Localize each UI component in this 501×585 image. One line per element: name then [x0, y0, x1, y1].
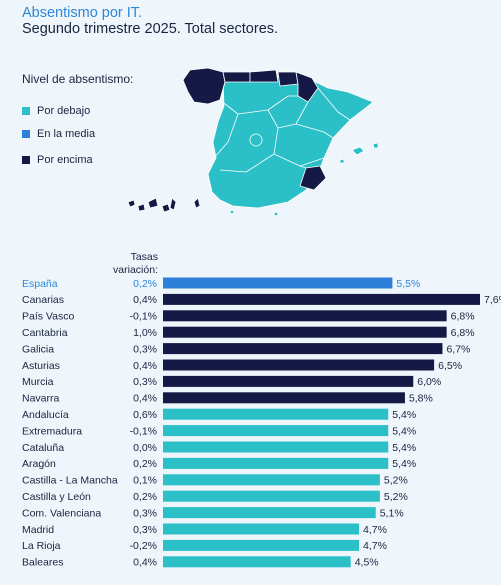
bar-pais-vasco	[163, 310, 447, 322]
variation-label-asturias: 0,4%	[133, 360, 157, 372]
legend-item-below: Por debajo	[22, 104, 90, 118]
value-label-murcia: 6,0%	[417, 376, 441, 388]
variation-label-castilla-la-mancha: 0,1%	[133, 475, 157, 487]
category-label-castilla-la-mancha: Castilla - La Mancha	[22, 475, 118, 487]
legend-swatch-below	[22, 107, 30, 115]
map-baleares	[351, 146, 365, 156]
value-label-aragon: 5,4%	[392, 458, 416, 470]
map-murcia	[299, 165, 327, 191]
value-label-cantabria: 6,8%	[451, 327, 475, 339]
value-label-la-rioja: 4,7%	[363, 540, 387, 552]
variation-label-espana: 0,2%	[133, 278, 157, 290]
map-mainland	[207, 75, 374, 209]
value-label-castilla-y-leon: 5,2%	[384, 491, 408, 503]
variation-label-extremadura: -0,1%	[130, 425, 157, 437]
legend-swatch-above	[22, 156, 30, 164]
value-label-galicia: 6,7%	[446, 343, 470, 355]
value-label-cataluna: 5,4%	[392, 442, 416, 454]
variation-header-line2: variación:	[113, 264, 158, 276]
value-label-pais-vasco: 6,8%	[451, 311, 475, 323]
value-label-castilla-la-mancha: 5,2%	[384, 475, 408, 487]
category-label-la-rioja: La Rioja	[22, 540, 61, 552]
bar-canarias	[163, 293, 480, 305]
variation-label-pais-vasco: -0,1%	[130, 311, 157, 323]
category-label-cataluna: Cataluña	[22, 442, 64, 454]
value-label-baleares: 4,5%	[355, 557, 379, 569]
bar-andalucia	[163, 408, 389, 420]
category-label-galicia: Galicia	[22, 343, 54, 355]
category-label-navarra: Navarra	[22, 393, 60, 405]
category-label-espana: España	[22, 278, 58, 290]
legend-item-above: Por encima	[22, 153, 93, 167]
variation-label-com-valenciana: 0,3%	[133, 507, 157, 519]
category-label-andalucia: Andalucía	[22, 409, 69, 421]
category-label-baleares: Baleares	[22, 557, 63, 569]
variation-label-madrid: 0,3%	[133, 524, 157, 536]
variation-header-line1: Tasas	[130, 251, 158, 263]
category-label-extremadura: Extremadura	[22, 425, 82, 437]
category-label-com-valenciana: Com. Valenciana	[22, 507, 101, 519]
category-label-murcia: Murcia	[22, 376, 54, 388]
value-label-espana: 5,5%	[396, 278, 420, 290]
chart-subtitle: Segundo trimestre 2025. Total sectores.	[22, 21, 279, 37]
value-label-asturias: 6,5%	[438, 360, 462, 372]
bar-murcia	[163, 375, 414, 387]
variation-label-canarias: 0,4%	[133, 294, 157, 306]
variation-label-murcia: 0,3%	[133, 376, 157, 388]
variation-label-baleares: 0,4%	[133, 557, 157, 569]
legend-swatch-average	[22, 130, 30, 138]
bar-madrid	[163, 523, 360, 535]
variation-label-andalucia: 0,6%	[133, 409, 157, 421]
map-cantabria	[249, 69, 279, 83]
category-label-madrid: Madrid	[22, 524, 54, 536]
bar-cantabria	[163, 326, 447, 338]
category-label-pais-vasco: País Vasco	[22, 311, 74, 323]
bar-castilla-la-mancha	[163, 474, 380, 486]
bar-asturias	[163, 359, 435, 371]
value-label-com-valenciana: 5,1%	[380, 507, 404, 519]
value-label-extremadura: 5,4%	[392, 425, 416, 437]
value-label-canarias: 7,6%	[484, 294, 501, 306]
variation-label-la-rioja: -0,2%	[130, 540, 157, 552]
legend-label-average: En la media	[37, 128, 96, 140]
bar-la-rioja	[163, 539, 360, 551]
bar-navarra	[163, 392, 405, 404]
variation-label-navarra: 0,4%	[133, 393, 157, 405]
legend-label-below: Por debajo	[37, 105, 91, 117]
category-label-asturias: Asturias	[22, 360, 60, 372]
category-label-aragon: Aragón	[22, 458, 56, 470]
map-canarias	[128, 197, 201, 213]
chart-title: Absentismo por IT.	[22, 5, 143, 21]
value-label-madrid: 4,7%	[363, 524, 387, 536]
category-label-canarias: Canarias	[22, 294, 64, 306]
value-label-navarra: 5,8%	[409, 393, 433, 405]
spain-map	[128, 67, 378, 217]
bar-galicia	[163, 343, 443, 355]
bar-aragon	[163, 457, 389, 469]
legend-title: Nivel de absentismo:	[22, 72, 134, 86]
bar-espana	[163, 277, 393, 289]
legend-label-above: Por encima	[37, 154, 93, 166]
value-label-andalucia: 5,4%	[392, 409, 416, 421]
variation-label-castilla-y-leon: 0,2%	[133, 491, 157, 503]
category-label-cantabria: Cantabria	[22, 327, 68, 339]
variation-label-cataluna: 0,0%	[133, 442, 157, 454]
variation-label-cantabria: 1,0%	[133, 327, 157, 339]
variation-header: Tasas variación:	[94, 251, 158, 277]
category-label-castilla-y-leon: Castilla y León	[22, 491, 91, 503]
bar-cataluna	[163, 441, 389, 453]
bar-com-valenciana	[163, 507, 376, 519]
variation-label-aragon: 0,2%	[133, 458, 157, 470]
bar-baleares	[163, 556, 351, 568]
legend-item-average: En la media	[22, 127, 95, 141]
bar-extremadura	[163, 425, 389, 437]
bar-castilla-y-leon	[163, 490, 380, 502]
variation-label-galicia: 0,3%	[133, 343, 157, 355]
